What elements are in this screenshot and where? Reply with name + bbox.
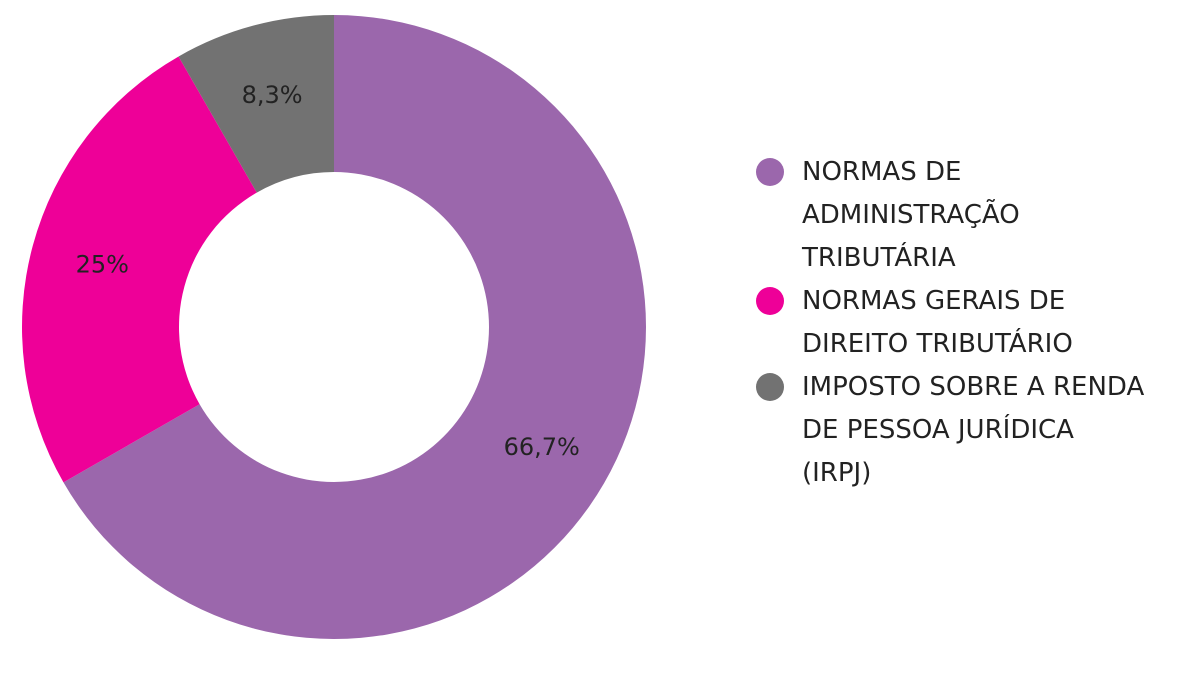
donut-slice — [63, 15, 647, 639]
legend-label-line: DIREITO TRIBUTÁRIO — [802, 327, 1073, 359]
legend-swatch — [756, 287, 784, 315]
legend-item: IMPOSTO SOBRE A RENDA DE PESSOA JURÍDICA (… — [756, 372, 1144, 488]
legend-label-line: ADMINISTRAÇÃO — [802, 198, 1020, 230]
slice-labels: 66,7% 25% 8,3% — [76, 81, 580, 461]
donut-slice — [21, 56, 257, 483]
legend-item: NORMAS GERAIS DE DIREITO TRIBUTÁRIO — [756, 286, 1073, 359]
donut-slices — [21, 15, 647, 639]
slice-value-label: 8,3% — [242, 81, 303, 109]
legend-label-line: NORMAS DE — [802, 157, 961, 187]
legend-item: NORMAS DE ADMINISTRAÇÃO TRIBUTÁRIA — [756, 157, 1020, 273]
legend-label-line: NORMAS GERAIS DE — [802, 286, 1065, 316]
legend-label-line: IMPOSTO SOBRE A RENDA — [802, 372, 1144, 402]
legend: NORMAS DE ADMINISTRAÇÃO TRIBUTÁRIA NORMAS G… — [756, 157, 1144, 488]
legend-label-line: (IRPJ) — [802, 458, 871, 488]
donut-slice — [178, 15, 334, 193]
legend-label-line: TRIBUTÁRIA — [801, 241, 956, 273]
legend-label-line: DE PESSOA JURÍDICA — [802, 413, 1074, 445]
legend-swatch — [756, 158, 784, 186]
slice-value-label: 25% — [76, 250, 129, 278]
legend-swatch — [756, 373, 784, 401]
slice-value-label: 66,7% — [504, 433, 580, 461]
